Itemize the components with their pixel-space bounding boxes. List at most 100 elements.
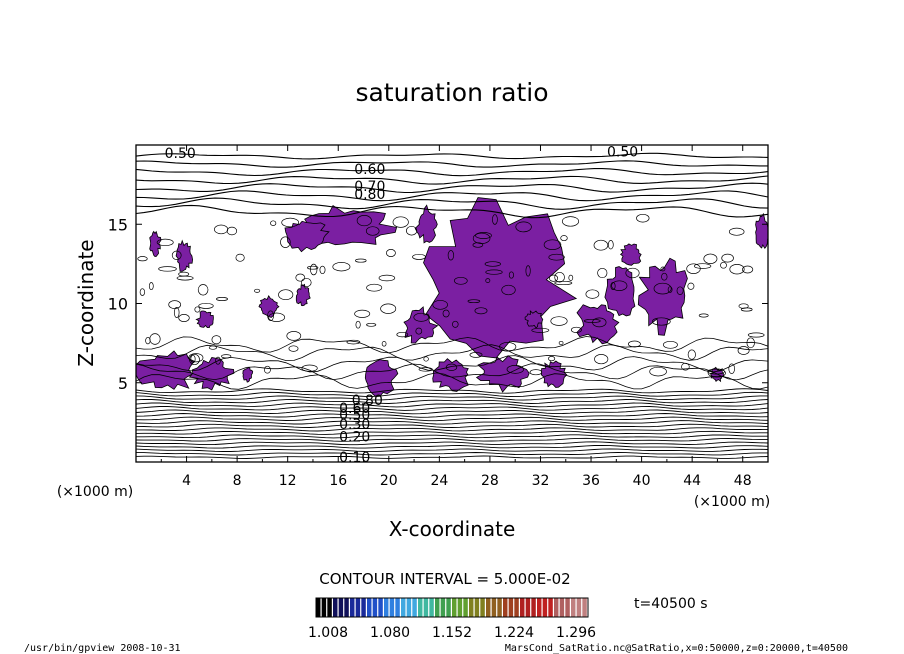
colorbar-segment [423, 598, 429, 617]
colorbar-segment [531, 598, 536, 617]
contour-small [592, 317, 607, 328]
contour-line [136, 336, 768, 354]
contour-line [136, 204, 768, 219]
contour-small [728, 363, 735, 374]
colorbar-ticks: 1.008 1.080 1.152 1.224 1.296 [308, 625, 596, 641]
colorbar-segment [457, 598, 463, 617]
contour-small [286, 331, 302, 341]
contour-line [136, 395, 768, 401]
contour-small [661, 272, 668, 281]
contour-line [136, 413, 768, 418]
contour-small [288, 345, 299, 352]
contour-small [472, 232, 491, 244]
colorbar-segment [406, 598, 412, 617]
contour-small [386, 249, 396, 257]
colorbar-segment [525, 598, 531, 617]
contour-small [378, 274, 396, 282]
contour-line [136, 437, 768, 442]
contour-small [366, 283, 383, 292]
contour-small [508, 271, 514, 279]
x-tick-label: 16 [329, 473, 347, 489]
contour-small [667, 286, 673, 293]
contour-lines [136, 152, 768, 459]
contour-small [593, 239, 609, 251]
contour-small [168, 300, 182, 309]
contour-small [173, 307, 180, 318]
colorbar-tick-label: 1.008 [308, 625, 348, 641]
supersaturated-region [604, 266, 636, 317]
contour-small [597, 267, 608, 279]
contour-small [148, 282, 154, 291]
contour-small [686, 263, 701, 274]
contour-small [729, 264, 745, 275]
contour-small [235, 253, 245, 262]
contour-small [627, 340, 641, 348]
colorbar-segment [333, 598, 338, 617]
colorbar-segment [554, 598, 559, 617]
contour-line [136, 430, 768, 435]
contour-line [136, 182, 768, 194]
x-tick-label: 20 [380, 473, 398, 489]
y-axis-ticks: 5 10 15 [108, 215, 768, 393]
supersaturated-region [188, 357, 235, 391]
colorbar-segment [576, 598, 582, 617]
contour-label: 0.50 [607, 144, 638, 160]
colorbar-segment [537, 598, 542, 617]
contour-small [356, 215, 372, 227]
contour-small [413, 312, 429, 322]
footer-right: MarsCond_SatRatio.nc@SatRatio,x=0:50000,… [505, 643, 848, 654]
contour-small [467, 299, 481, 304]
colorbar-segment [435, 598, 440, 617]
contour-small [492, 214, 498, 225]
contour-line [136, 448, 768, 453]
contour-small [445, 363, 458, 371]
contour-small [214, 224, 229, 235]
supersaturated-region [136, 350, 195, 390]
colorbar-tick-label: 1.224 [494, 625, 534, 641]
x-tick-label: 44 [683, 473, 701, 489]
supersaturated-region [576, 304, 620, 345]
colorbar-segment [367, 598, 372, 617]
y-tick-label: 5 [118, 374, 128, 393]
contour-line [136, 197, 768, 210]
contour-small [660, 266, 666, 272]
colorbar-segment [446, 598, 451, 617]
colorbar-segment [463, 598, 468, 617]
contour-small [742, 265, 754, 274]
y-tick-label: 10 [108, 295, 128, 314]
colorbar-segment [480, 598, 485, 617]
contour-small [270, 220, 277, 226]
contour-small [171, 250, 182, 260]
contour-label: 0.50 [339, 407, 370, 423]
contour-small [548, 253, 565, 261]
contour-label: 0.60 [339, 401, 370, 417]
contour-small [737, 346, 750, 355]
colorbar-segment [469, 598, 474, 617]
contour-line [136, 175, 768, 185]
contour-small [721, 253, 734, 263]
contour-small [662, 340, 678, 349]
contour-small [281, 217, 300, 228]
colorbar-segment [571, 598, 576, 617]
supersaturated-region [403, 306, 439, 344]
contour-small [550, 316, 568, 326]
supersaturated-region [364, 359, 399, 398]
contour-small [676, 286, 684, 295]
colorbar-segment [497, 598, 502, 617]
contour-small [194, 306, 201, 313]
contour-small [531, 327, 550, 333]
contour-small [355, 320, 361, 329]
contour-small [208, 345, 217, 350]
contour-small [332, 262, 351, 272]
contour-labels: 0.50 0.500.600.700.800.800.600.500.300.20… [165, 144, 639, 466]
contour-small [178, 314, 190, 322]
contour-small [278, 289, 294, 301]
contour-small [301, 277, 312, 288]
contour-small [365, 226, 380, 236]
contour-line [136, 402, 768, 408]
contour-small [447, 250, 455, 261]
colorbar-tick-label: 1.296 [556, 625, 596, 641]
colorbar-segment [321, 598, 327, 617]
contour-small [176, 275, 194, 281]
contour-small [548, 274, 559, 282]
